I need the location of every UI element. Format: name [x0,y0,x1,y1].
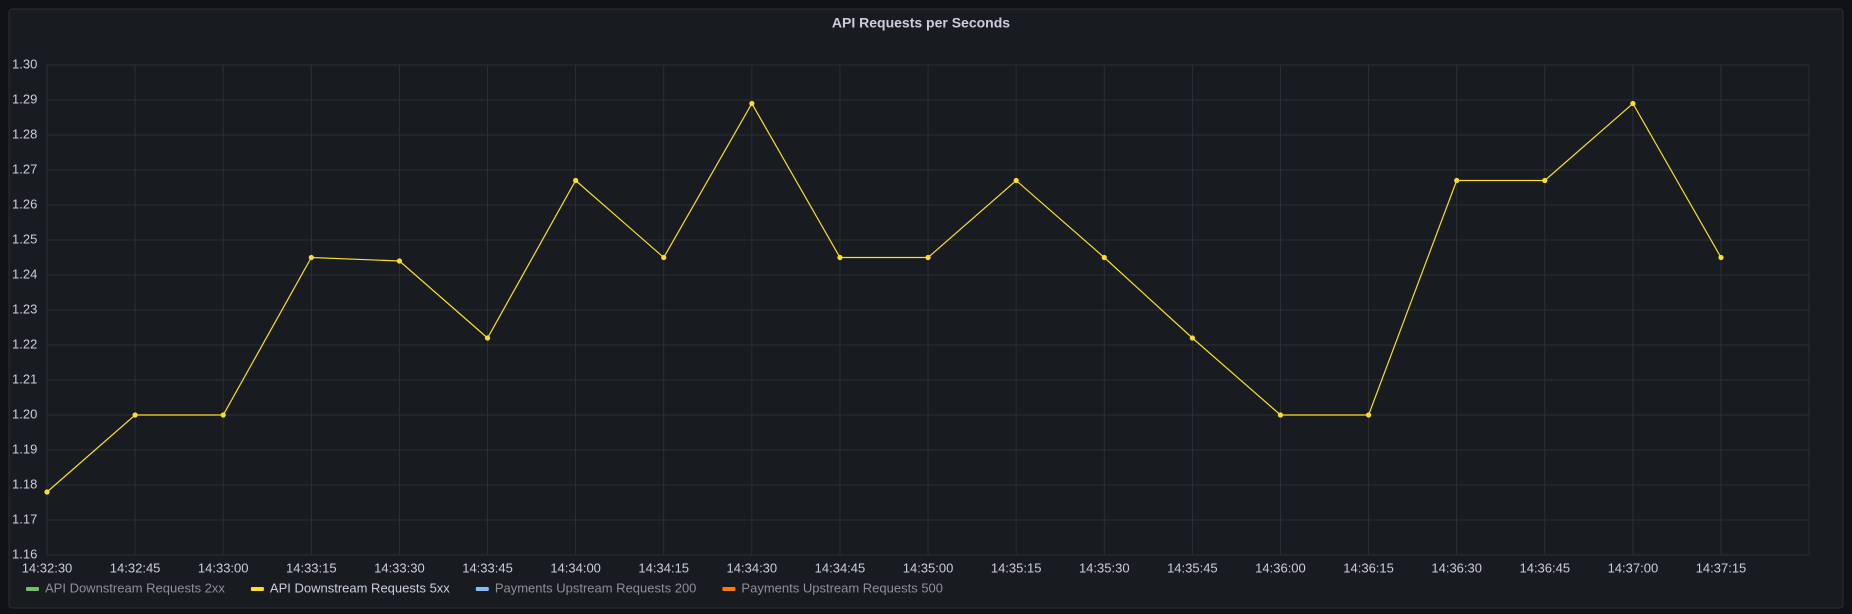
y-tick-label: 1.19 [12,441,37,456]
x-tick-label: 14:35:30 [1079,560,1130,575]
x-tick-label: 14:35:00 [903,560,954,575]
y-tick-label: 1.17 [12,511,37,526]
data-point [484,335,491,341]
legend-swatch [475,587,489,591]
legend-label: API Downstream Requests 5xx [270,580,450,595]
x-tick-label: 14:36:30 [1431,560,1482,575]
data-point [44,489,50,495]
y-tick-label: 1.23 [12,301,37,316]
x-tick-label: 14:33:15 [286,560,337,575]
data-point [1277,412,1284,418]
y-tick-label: 1.20 [12,406,37,421]
x-tick-label: 14:33:00 [198,560,249,575]
data-point [1365,412,1372,418]
x-tick-label: 14:32:30 [22,560,73,575]
legend-swatch [250,587,264,591]
y-tick-label: 1.25 [12,231,37,246]
data-point [1101,254,1107,261]
x-tick-label: 14:34:30 [727,560,778,575]
data-point [132,412,138,418]
x-tick-label: 14:37:00 [1608,560,1659,575]
data-point [573,177,579,184]
x-tick-label: 14:34:15 [638,560,689,575]
y-tick-label: 1.29 [12,91,37,106]
data-point [925,254,931,261]
x-tick-label: 14:35:45 [1167,560,1218,575]
data-point [220,412,226,418]
y-tick-label: 1.30 [12,56,37,71]
x-tick-label: 14:35:15 [991,560,1042,575]
data-point [1013,177,1019,184]
data-point [749,100,755,107]
x-tick-label: 14:34:00 [550,560,601,575]
y-tick-label: 1.28 [12,126,37,141]
data-point [396,258,403,264]
legend-label: API Downstream Requests 2xx [45,580,225,595]
data-point [1542,177,1548,184]
data-point [1718,254,1724,261]
data-point [308,254,314,261]
x-tick-label: 14:34:45 [815,560,866,575]
chart-title: API Requests per Seconds [832,15,1010,31]
y-tick-label: 1.22 [12,336,37,351]
x-tick-label: 14:37:15 [1696,560,1747,575]
y-tick-label: 1.26 [12,196,37,211]
series-line [46,102,1722,493]
y-tick-label: 1.24 [12,266,37,281]
x-tick-label: 14:36:45 [1519,560,1570,575]
legend-swatch [722,587,736,591]
y-tick-label: 1.18 [12,476,37,491]
x-tick-label: 14:36:15 [1343,560,1394,575]
y-tick-label: 1.27 [12,161,37,176]
x-tick-label: 14:32:45 [110,560,161,575]
legend-label: Payments Upstream Requests 500 [741,580,943,595]
data-point [1189,335,1195,341]
data-point [1630,100,1636,107]
data-point [1454,177,1460,184]
x-tick-label: 14:33:30 [374,560,425,575]
data-point [837,254,843,261]
y-tick-label: 1.21 [12,371,37,386]
data-point [661,254,667,261]
legend-label: Payments Upstream Requests 200 [495,580,697,595]
x-tick-label: 14:33:45 [462,560,513,575]
legend-swatch [26,587,39,591]
x-tick-label: 14:36:00 [1255,560,1306,575]
y-tick-label: 1.16 [12,546,37,561]
panel [8,8,1844,609]
